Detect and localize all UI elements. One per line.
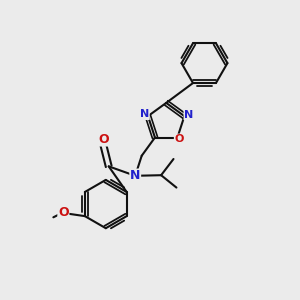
Text: N: N [184, 110, 194, 120]
Text: N: N [130, 169, 140, 182]
Text: O: O [99, 133, 109, 146]
Text: O: O [175, 134, 184, 144]
Text: O: O [58, 206, 69, 219]
Text: N: N [140, 109, 149, 119]
